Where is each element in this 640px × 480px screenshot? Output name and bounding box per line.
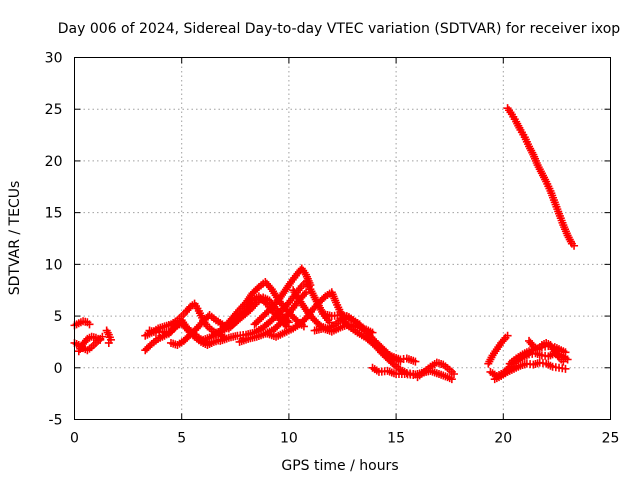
y-axis-title: SDTVAR / TECUs	[7, 181, 23, 296]
y-tick-label: 30	[45, 51, 63, 67]
x-tick-label: 5	[177, 431, 186, 447]
x-tick-label: 0	[70, 431, 79, 447]
data-point-marker	[503, 331, 512, 340]
series-arc-a	[70, 317, 94, 330]
data-series	[70, 104, 579, 384]
y-tick-label: 25	[45, 102, 63, 118]
data-point-marker	[500, 335, 509, 344]
series-arc-w	[484, 331, 512, 368]
series-arc-h	[166, 311, 231, 350]
data-point-marker	[411, 357, 420, 366]
data-point-marker	[306, 281, 315, 290]
data-point-marker	[96, 335, 105, 344]
data-point-marker	[447, 375, 456, 384]
data-point-marker	[449, 369, 458, 378]
series-arc-o	[263, 288, 349, 341]
axes: 0 5 10 15 20 25 -5 0 5 10 15 20 25 30	[45, 51, 620, 447]
series-arc-v	[413, 358, 458, 382]
y-tick-label: 0	[54, 361, 63, 377]
plot-frame	[74, 57, 611, 420]
series-arc-n	[250, 264, 315, 329]
data-point-marker	[561, 364, 570, 373]
x-tick-label: 15	[387, 431, 405, 447]
data-point-marker	[302, 288, 311, 297]
data-point-marker	[559, 357, 568, 366]
series-arc-t	[362, 332, 420, 366]
y-tick-label: 5	[54, 309, 63, 325]
data-point-marker	[561, 348, 570, 357]
series-arc-aa	[525, 336, 568, 366]
data-point-marker	[85, 320, 94, 329]
x-tick-label: 10	[280, 431, 298, 447]
series-arc-d	[102, 326, 115, 347]
y-tick-label: 20	[45, 154, 63, 170]
y-tick-label: -5	[49, 413, 63, 429]
y-tick-label: 10	[45, 257, 63, 273]
grid-lines	[74, 57, 611, 420]
x-axis-title: GPS time / hours	[281, 458, 398, 474]
x-tick-label: 25	[602, 431, 620, 447]
series-arc-y	[490, 358, 570, 384]
x-tick-label: 20	[494, 431, 512, 447]
data-point-marker	[570, 241, 579, 250]
series-arc-c	[74, 332, 105, 356]
data-point-marker	[300, 290, 309, 299]
chart-title: Day 006 of 2024, Sidereal Day-to-day VTE…	[58, 21, 621, 37]
data-point-marker	[104, 338, 113, 347]
series-arc-ab	[503, 104, 579, 250]
y-tick-label: 15	[45, 206, 63, 222]
